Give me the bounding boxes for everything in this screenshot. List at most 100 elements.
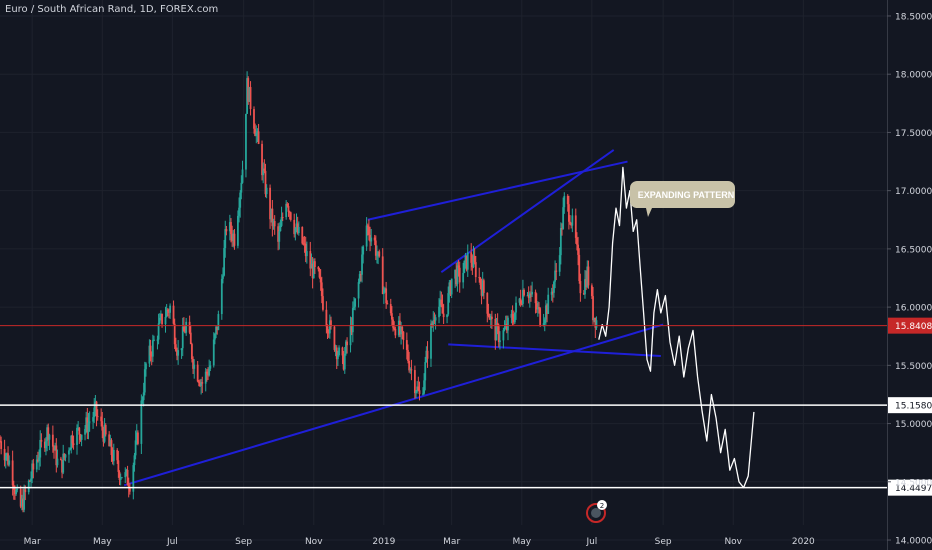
candle-body	[528, 293, 531, 298]
candle-body	[61, 460, 63, 473]
candle-body	[553, 281, 555, 293]
candle-body	[305, 251, 308, 257]
candle-body	[385, 288, 388, 304]
candle-body	[422, 393, 424, 395]
event-marker[interactable]: 2	[586, 500, 607, 523]
candle-body	[125, 469, 128, 473]
candle-body	[402, 331, 405, 341]
candle-body	[586, 266, 589, 287]
candle-body	[304, 243, 307, 257]
candle-body	[346, 341, 348, 346]
candle-body	[559, 228, 562, 256]
candle-body	[220, 278, 223, 315]
candle-body	[326, 326, 329, 333]
time-axis[interactable]: Mar May Jul Sep Nov 2019 Mar May Jul Sep Nov 2020	[24, 537, 815, 547]
candle-body	[233, 233, 236, 246]
price-axis[interactable]: 18.50000 18.00000 17.50000 17.00000 16.50000…	[887, 0, 932, 550]
candle-body	[494, 318, 497, 341]
candle-body	[513, 312, 516, 323]
candle-body	[442, 313, 445, 318]
candle-body	[245, 113, 247, 170]
candle-body	[269, 187, 271, 220]
candle-body	[333, 326, 336, 350]
candle-body	[224, 229, 227, 249]
candle-body	[192, 359, 194, 369]
candle-body	[51, 434, 54, 447]
level-price-label: 14.44975	[895, 484, 932, 494]
candle-body	[263, 168, 266, 171]
candle-body	[511, 314, 514, 320]
candle-body	[103, 424, 106, 442]
time-tick-label: Jul	[166, 537, 178, 547]
candle-body	[370, 237, 373, 242]
time-tick-label: May	[512, 537, 531, 547]
candle-body	[79, 434, 82, 440]
level-price-label: 15.15804	[895, 402, 932, 412]
event-count: 2	[600, 502, 604, 510]
candle-body	[261, 143, 263, 176]
candle-body	[148, 345, 151, 364]
horizontal-levels[interactable]: 15.15804 14.44975 15.84089	[0, 317, 932, 496]
candle-body	[595, 320, 598, 328]
price-tick-label: 14.00000	[895, 537, 932, 547]
candle-body	[158, 317, 161, 324]
candle-body	[48, 434, 51, 440]
candle-body	[151, 340, 154, 357]
expanding-pattern-callout[interactable]: EXPANDING PATTERN	[630, 181, 735, 217]
candle-body	[338, 347, 340, 356]
candle-body	[4, 455, 7, 461]
candle-body	[425, 350, 428, 363]
candle-body	[153, 339, 155, 341]
candle-body	[156, 339, 159, 341]
candle-body	[325, 309, 328, 327]
candle-body	[407, 349, 409, 362]
candle-body	[184, 331, 186, 333]
candle-body	[369, 234, 371, 242]
candle-body	[96, 416, 99, 418]
candle-body	[189, 332, 192, 345]
candle-body	[289, 212, 292, 220]
trendline[interactable]	[448, 343, 661, 358]
candle-body	[143, 369, 146, 393]
candle-body	[495, 322, 498, 341]
candle-body	[446, 314, 448, 318]
candle-body	[432, 320, 435, 326]
candle-body	[20, 498, 23, 507]
candle-body	[19, 489, 22, 507]
candle-body	[15, 489, 17, 495]
candle-body	[472, 255, 475, 268]
candle-body	[28, 480, 31, 482]
candle-body	[161, 313, 163, 325]
price-tick-label: 16.50000	[895, 245, 932, 255]
candle-body	[150, 355, 153, 357]
candle-body	[286, 203, 289, 207]
candle-body	[570, 223, 573, 226]
candle-body	[112, 449, 115, 462]
candle-body	[359, 274, 362, 276]
candle-body	[127, 485, 130, 489]
candle-body	[108, 434, 111, 447]
price-tick-label: 15.50000	[895, 362, 932, 372]
candle-body	[119, 477, 122, 481]
candle-body	[546, 305, 548, 314]
time-tick-label: Mar	[443, 537, 460, 547]
candle-body	[393, 327, 396, 329]
candle-body	[345, 341, 347, 354]
candle-body	[543, 319, 546, 324]
trendline[interactable]	[440, 149, 615, 273]
trendlines[interactable]	[123, 149, 664, 487]
candle-body	[366, 225, 369, 227]
candle-body	[488, 315, 491, 320]
candle-body	[249, 87, 252, 110]
candle-body	[358, 274, 361, 283]
candle-body	[526, 295, 529, 297]
candle-body	[280, 217, 283, 226]
candle-body	[320, 282, 323, 297]
candle-body	[587, 266, 590, 286]
candle-body	[433, 320, 436, 322]
candle-body	[353, 306, 355, 309]
candle-body	[231, 234, 234, 241]
candle-body	[92, 417, 94, 422]
price-tick-label: 14.50000	[895, 478, 932, 488]
